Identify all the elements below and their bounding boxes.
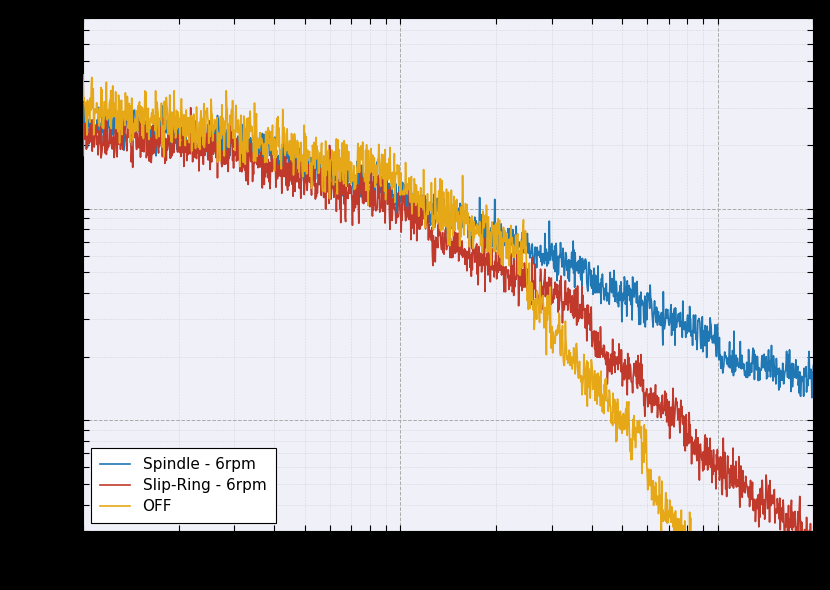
Spindle - 6rpm xyxy=(403,198,413,205)
Slip-Ring - 6rpm xyxy=(417,222,427,229)
Slip-Ring - 6rpm xyxy=(403,210,413,217)
OFF xyxy=(416,204,426,211)
Slip-Ring - 6rpm xyxy=(186,104,196,112)
Line: Spindle - 6rpm: Spindle - 6rpm xyxy=(83,98,813,398)
OFF xyxy=(494,230,504,237)
Legend: Spindle - 6rpm, Slip-Ring - 6rpm, OFF: Spindle - 6rpm, Slip-Ring - 6rpm, OFF xyxy=(90,448,276,523)
Spindle - 6rpm xyxy=(105,94,115,101)
Line: OFF: OFF xyxy=(83,75,813,590)
Spindle - 6rpm xyxy=(388,197,398,204)
Spindle - 6rpm xyxy=(78,120,88,127)
OFF xyxy=(403,180,413,187)
Slip-Ring - 6rpm xyxy=(78,152,88,159)
Spindle - 6rpm xyxy=(494,240,504,247)
OFF xyxy=(78,71,88,78)
Spindle - 6rpm xyxy=(808,362,818,369)
Spindle - 6rpm xyxy=(807,394,817,401)
Line: Slip-Ring - 6rpm: Slip-Ring - 6rpm xyxy=(83,108,813,547)
OFF xyxy=(134,99,144,106)
Slip-Ring - 6rpm xyxy=(798,543,808,550)
Slip-Ring - 6rpm xyxy=(134,114,144,121)
Slip-Ring - 6rpm xyxy=(808,536,818,543)
Slip-Ring - 6rpm xyxy=(494,260,504,267)
Spindle - 6rpm xyxy=(164,146,174,153)
Spindle - 6rpm xyxy=(417,206,427,213)
Slip-Ring - 6rpm xyxy=(388,198,398,205)
OFF xyxy=(164,130,174,137)
OFF xyxy=(388,180,398,187)
Spindle - 6rpm xyxy=(135,114,145,122)
Slip-Ring - 6rpm xyxy=(164,140,174,148)
